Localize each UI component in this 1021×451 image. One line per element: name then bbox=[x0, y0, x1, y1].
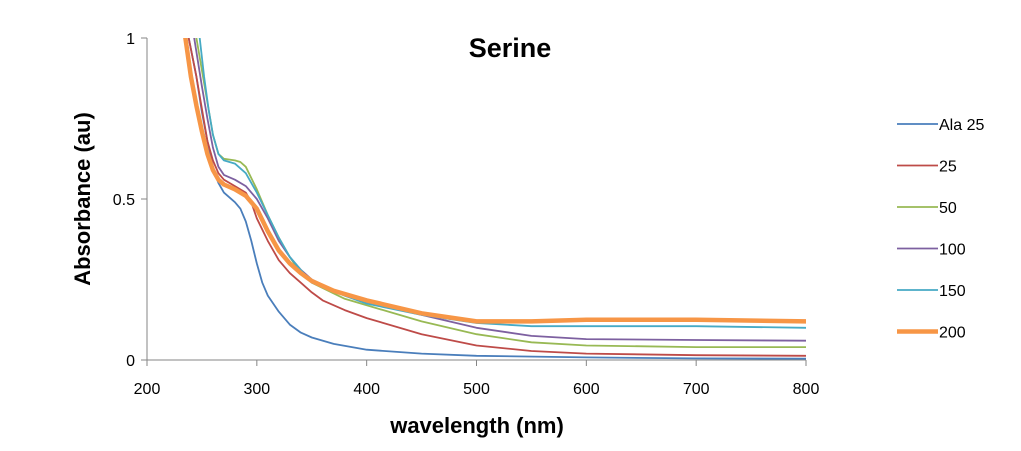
legend-label: 25 bbox=[939, 159, 957, 176]
y-axis-title: Absorbance (au) bbox=[70, 112, 95, 286]
legend-label: 100 bbox=[939, 242, 966, 259]
series-layer bbox=[183, 38, 806, 360]
x-tick-label: 500 bbox=[463, 381, 490, 398]
x-tick-label: 800 bbox=[793, 381, 820, 398]
legend-label: 50 bbox=[939, 200, 957, 217]
y-ticks: 00.51 bbox=[113, 31, 147, 370]
series-line bbox=[187, 38, 806, 360]
legend-label: Ala 25 bbox=[939, 117, 984, 134]
x-tick-label: 200 bbox=[134, 381, 161, 398]
series-line bbox=[198, 38, 806, 329]
x-tick-label: 300 bbox=[243, 381, 270, 398]
legend: Ala 25 25 50 100 150 200 bbox=[897, 117, 984, 342]
x-tick-label: 400 bbox=[353, 381, 380, 398]
x-tick-label: 700 bbox=[683, 381, 710, 398]
x-axis-title: wavelength (nm) bbox=[389, 413, 564, 438]
y-tick-label: 1 bbox=[126, 31, 135, 48]
x-ticks: 200 300 400 500 600 700 800 bbox=[134, 360, 820, 398]
series-line bbox=[183, 38, 806, 324]
y-tick-label: 0.5 bbox=[113, 192, 135, 209]
chart-title: Serine bbox=[469, 33, 552, 63]
series-line bbox=[195, 38, 806, 348]
legend-label: 150 bbox=[939, 283, 966, 300]
x-tick-label: 600 bbox=[573, 381, 600, 398]
series-line bbox=[187, 38, 806, 357]
series-line bbox=[193, 38, 806, 342]
legend-label: 200 bbox=[939, 325, 966, 342]
y-tick-label: 0 bbox=[126, 353, 135, 370]
